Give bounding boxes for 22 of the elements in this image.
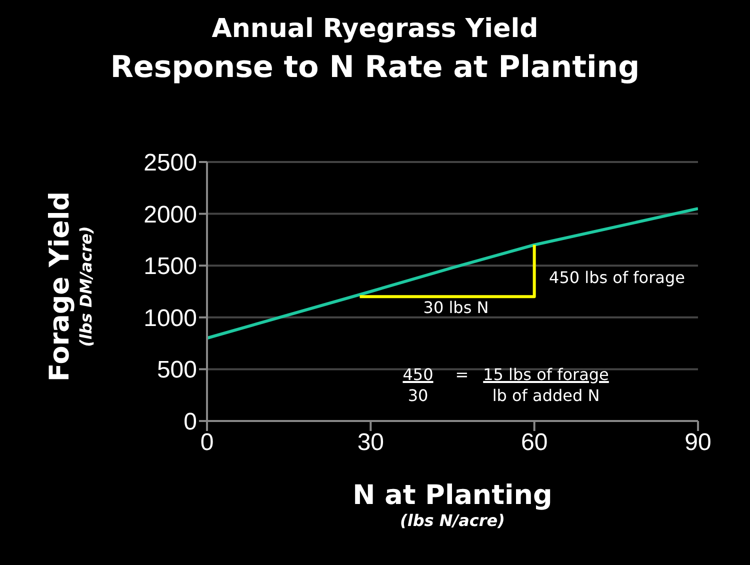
x-tick-label: 90 — [684, 429, 712, 456]
y-tick-label: 2000 — [144, 201, 197, 228]
x-tick-label: 0 — [200, 429, 214, 456]
y-tick-label: 2500 — [144, 150, 197, 177]
y-tick-label: 1500 — [144, 253, 197, 280]
chart-title: Annual Ryegrass Yield — [210, 14, 540, 44]
x-tick-label: 30 — [357, 429, 384, 456]
x-tick-label: 60 — [520, 429, 548, 456]
annotation: 30 lbs N — [422, 298, 490, 317]
x-axis-title: N at Planting (lbs N/acre) — [352, 480, 554, 530]
y-tick-label: 1000 — [144, 304, 197, 332]
annotation: 450 — [402, 365, 434, 384]
annotation: = — [455, 365, 469, 384]
annotation: lb of added N — [491, 386, 601, 405]
y-tick-label: 500 — [156, 356, 197, 384]
y-axis-title: Forage Yield (lbs DM/acre) — [44, 190, 96, 384]
line-series — [207, 207, 698, 340]
chart-subtitle: Response to N Rate at Planting — [109, 50, 641, 85]
annotation: 450 lbs of forage — [548, 268, 686, 287]
annotation: 30 — [408, 386, 428, 405]
annotation: 15 lbs of forage — [483, 365, 609, 384]
y-tick-label: 0 — [184, 408, 197, 436]
